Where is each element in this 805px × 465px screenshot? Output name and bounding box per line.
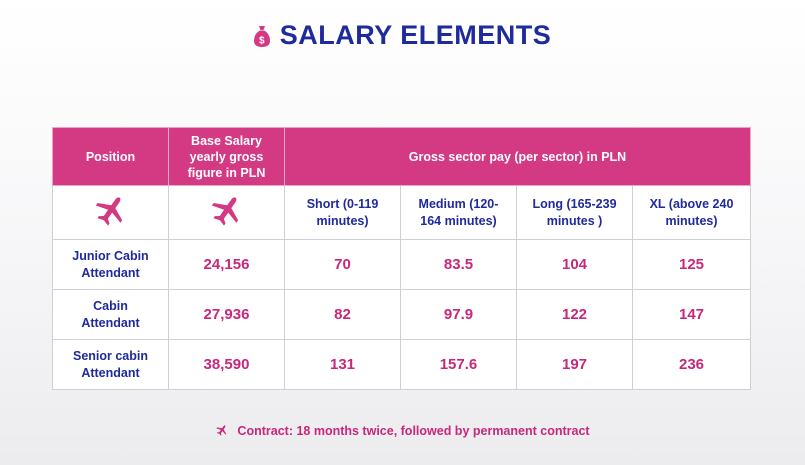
long-pay-cell: 122 — [516, 289, 633, 340]
xl-pay-cell: 147 — [632, 289, 751, 340]
subheader-medium: Medium (120-164 minutes) — [400, 185, 517, 240]
short-pay-cell: 131 — [284, 339, 401, 390]
salary-table: Position Base Salary yearly gross figure… — [52, 127, 751, 390]
position-label: Junior Cabin Attendant — [72, 248, 149, 280]
airplane-icon — [215, 423, 229, 440]
base-salary-cell: 27,936 — [168, 289, 285, 340]
long-pay-cell: 104 — [516, 239, 633, 290]
medium-pay-cell: 97.9 — [400, 289, 517, 340]
subheader-xl: XL (above 240 minutes) — [632, 185, 751, 240]
contract-note-text: Contract: 18 months twice, followed by p… — [237, 424, 590, 438]
page-title-text: SALARY ELEMENTS — [279, 20, 552, 50]
airplane-icon — [92, 197, 130, 230]
subheader-short: Short (0-119 minutes) — [284, 185, 401, 240]
subheader-long-label: Long (165-239 minutes ) — [532, 196, 617, 228]
header-base-salary: Base Salary yearly gross figure in PLN — [168, 127, 285, 186]
position-icon-cell — [52, 185, 169, 240]
table-row: Senior cabin Attendant 38,590 131 157.6 … — [52, 339, 751, 390]
medium-pay-cell: 83.5 — [400, 239, 517, 290]
header-position: Position — [52, 127, 169, 186]
page-title: $ SALARY ELEMENTS — [0, 20, 805, 54]
xl-pay-cell: 125 — [632, 239, 751, 290]
subheader-long: Long (165-239 minutes ) — [516, 185, 633, 240]
position-label: Cabin Attendant — [81, 298, 140, 330]
subheader-xl-label: XL (above 240 minutes) — [649, 196, 734, 228]
table-row: Junior Cabin Attendant 24,156 70 83.5 10… — [52, 239, 751, 290]
base-salary-icon-cell — [168, 185, 285, 240]
position-label: Senior cabin Attendant — [72, 348, 149, 380]
header-sector-pay: Gross sector pay (per sector) in PLN — [284, 127, 751, 186]
position-cell: Cabin Attendant — [52, 289, 169, 340]
short-pay-cell: 82 — [284, 289, 401, 340]
svg-text:$: $ — [259, 36, 265, 47]
contract-note: Contract: 18 months twice, followed by p… — [0, 423, 805, 440]
xl-pay-cell: 236 — [632, 339, 751, 390]
subheader-short-label: Short (0-119 minutes) — [306, 196, 379, 228]
money-bag-icon: $ — [253, 23, 270, 54]
position-cell: Junior Cabin Attendant — [52, 239, 169, 290]
subheader-medium-label: Medium (120-164 minutes) — [418, 196, 499, 228]
long-pay-cell: 197 — [516, 339, 633, 390]
position-cell: Senior cabin Attendant — [52, 339, 169, 390]
header-base-salary-label: Base Salary yearly gross figure in PLN — [187, 133, 266, 180]
base-salary-cell: 24,156 — [168, 239, 285, 290]
airplane-icon — [208, 197, 246, 230]
table-row: Cabin Attendant 27,936 82 97.9 122 147 — [52, 289, 751, 340]
short-pay-cell: 70 — [284, 239, 401, 290]
base-salary-cell: 38,590 — [168, 339, 285, 390]
medium-pay-cell: 157.6 — [400, 339, 517, 390]
